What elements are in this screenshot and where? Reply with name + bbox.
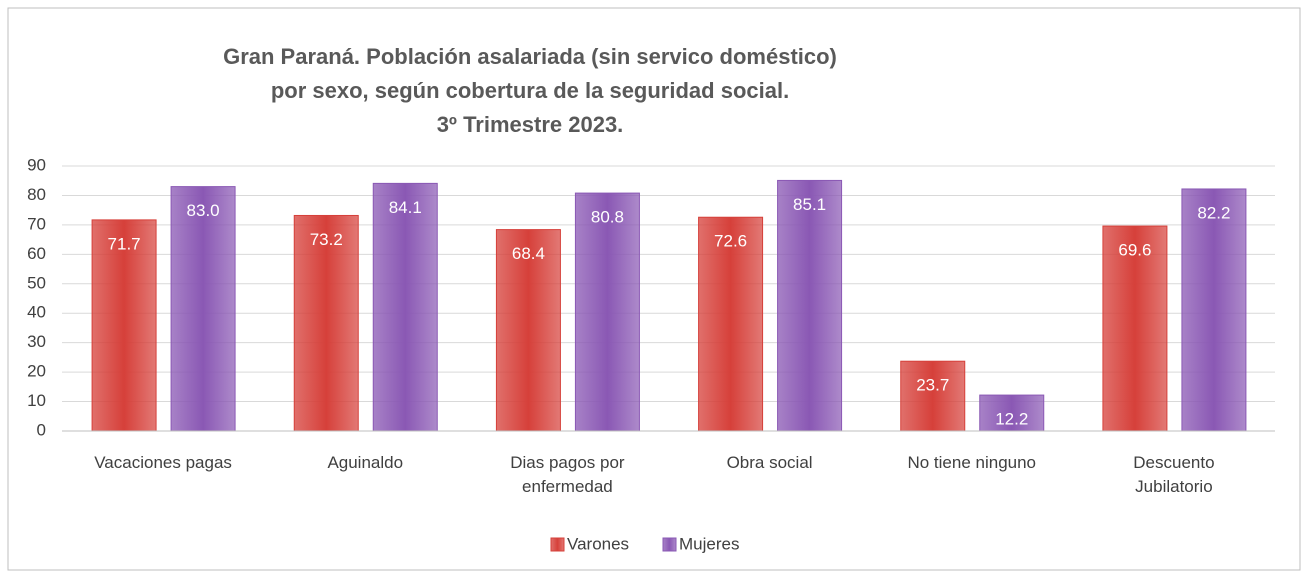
bar: [1102, 225, 1168, 432]
y-tick-label: 20: [27, 362, 46, 381]
value-label: 12.2: [995, 410, 1028, 429]
value-label: 69.6: [1118, 241, 1151, 260]
bar: [372, 182, 438, 432]
chart-title: Gran Paraná. Población asalariada (sin s…: [223, 44, 837, 69]
y-tick-label: 60: [27, 244, 46, 263]
y-tick-label: 40: [27, 303, 46, 322]
bar: [1181, 188, 1247, 432]
y-tick-label: 80: [27, 185, 46, 204]
bar: [900, 360, 966, 432]
x-tick-label: Descuento Jubilatorio: [1133, 453, 1215, 496]
value-label: 82.2: [1197, 203, 1230, 222]
x-tick-label: No tiene ninguno: [907, 453, 1037, 472]
chart-title: por sexo, según cobertura de la segurida…: [271, 78, 789, 103]
bar: [979, 394, 1045, 432]
x-tick-label: Vacaciones pagas: [94, 453, 232, 472]
legend-label: Varones: [567, 534, 629, 553]
bar: [777, 179, 843, 432]
y-tick-label: 30: [27, 332, 46, 351]
x-tick-label: Aguinaldo: [327, 453, 404, 472]
x-tick-label: Dias pagos por enfermedad: [510, 453, 625, 496]
x-tick-label: Obra social: [726, 453, 813, 472]
bar: [574, 192, 640, 432]
bar: [495, 229, 561, 432]
y-tick-label: 50: [27, 273, 46, 292]
legend-swatch: [550, 537, 565, 552]
legend-label: Mujeres: [679, 534, 739, 553]
value-label: 72.6: [714, 232, 747, 251]
bar: [170, 186, 236, 432]
value-label: 80.8: [591, 208, 624, 227]
value-label: 85.1: [793, 195, 826, 214]
bar: [91, 219, 157, 432]
y-tick-label: 10: [27, 391, 46, 410]
value-label: 23.7: [916, 376, 949, 395]
value-label: 84.1: [389, 198, 422, 217]
y-tick-label: 90: [27, 155, 46, 174]
value-label: 71.7: [108, 234, 141, 253]
value-label: 73.2: [310, 230, 343, 249]
y-tick-label: 0: [37, 420, 46, 439]
chart-title: 3º Trimestre 2023.: [437, 112, 624, 137]
value-label: 83.0: [187, 201, 220, 220]
bar: [698, 216, 764, 432]
legend-swatch: [662, 537, 677, 552]
y-tick-label: 70: [27, 214, 46, 233]
value-label: 68.4: [512, 244, 545, 263]
